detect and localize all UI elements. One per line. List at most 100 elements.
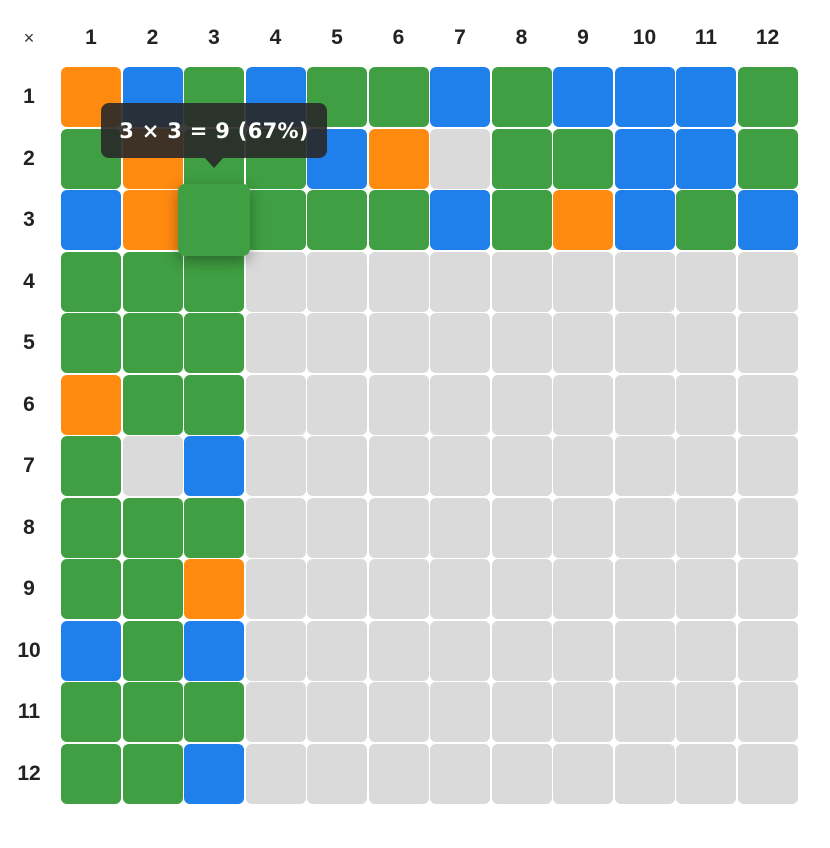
grid-cell[interactable] (430, 497, 490, 558)
grid-cell[interactable] (430, 682, 490, 742)
grid-cell[interactable] (614, 67, 675, 127)
grid-cell[interactable] (122, 682, 183, 742)
grid-cell[interactable] (430, 620, 490, 681)
grid-cell[interactable] (737, 128, 798, 189)
grid-cell[interactable] (368, 128, 429, 189)
grid-cell[interactable] (553, 497, 613, 558)
grid-cell[interactable] (491, 313, 552, 373)
grid-cell[interactable] (122, 313, 183, 373)
grid-cell[interactable] (245, 251, 306, 312)
grid-cell[interactable] (61, 620, 121, 681)
grid-cell[interactable] (368, 743, 429, 804)
grid-cell[interactable] (676, 497, 736, 558)
grid-cell[interactable] (307, 251, 367, 312)
grid-cell[interactable] (430, 313, 490, 373)
grid-cell[interactable] (307, 559, 367, 619)
grid-cell[interactable] (245, 436, 306, 496)
grid-cell[interactable] (614, 374, 675, 435)
grid-cell[interactable] (614, 682, 675, 742)
grid-cell[interactable] (430, 743, 490, 804)
grid-cell[interactable] (368, 436, 429, 496)
grid-cell[interactable] (737, 436, 798, 496)
grid-cell[interactable] (245, 497, 306, 558)
grid-cell[interactable] (614, 436, 675, 496)
grid-cell[interactable] (614, 313, 675, 373)
grid-cell[interactable] (737, 251, 798, 312)
grid-cell[interactable] (245, 559, 306, 619)
grid-cell[interactable] (737, 497, 798, 558)
grid-cell[interactable] (553, 436, 613, 496)
grid-cell[interactable] (307, 374, 367, 435)
grid-cell[interactable] (430, 67, 490, 127)
grid-cell[interactable] (553, 743, 613, 804)
grid-cell[interactable] (245, 620, 306, 681)
grid-cell[interactable] (61, 682, 121, 742)
grid-cell[interactable] (614, 559, 675, 619)
grid-cell[interactable] (553, 128, 613, 189)
grid-cell[interactable] (245, 313, 306, 373)
grid-cell[interactable] (430, 374, 490, 435)
grid-cell[interactable] (307, 743, 367, 804)
grid-cell[interactable] (184, 436, 244, 496)
grid-cell[interactable] (122, 620, 183, 681)
grid-cell[interactable] (491, 251, 552, 312)
grid-cell[interactable] (368, 251, 429, 312)
grid-cell[interactable] (61, 497, 121, 558)
grid-cell[interactable] (676, 559, 736, 619)
grid-cell[interactable] (368, 190, 429, 250)
grid-cell[interactable] (430, 251, 490, 312)
grid-cell[interactable] (368, 313, 429, 373)
grid-cell[interactable] (430, 190, 490, 250)
grid-cell[interactable] (737, 559, 798, 619)
grid-cell[interactable] (184, 620, 244, 681)
grid-cell[interactable] (184, 682, 244, 742)
grid-cell[interactable] (614, 743, 675, 804)
grid-cell[interactable] (676, 620, 736, 681)
grid-cell[interactable] (491, 67, 552, 127)
grid-cell[interactable] (184, 313, 244, 373)
grid-cell[interactable] (676, 251, 736, 312)
grid-cell[interactable] (61, 251, 121, 312)
grid-cell[interactable] (368, 682, 429, 742)
grid-cell[interactable] (737, 313, 798, 373)
grid-cell[interactable] (676, 128, 736, 189)
grid-cell[interactable] (430, 436, 490, 496)
grid-cell[interactable] (368, 497, 429, 558)
grid-cell[interactable] (614, 620, 675, 681)
grid-cell[interactable] (553, 313, 613, 373)
grid-cell[interactable] (676, 190, 736, 250)
grid-cell[interactable] (61, 436, 121, 496)
grid-cell[interactable] (430, 559, 490, 619)
grid-cell[interactable] (737, 190, 798, 250)
grid-cell[interactable] (491, 190, 552, 250)
grid-cell[interactable] (368, 559, 429, 619)
grid-cell[interactable] (368, 620, 429, 681)
grid-cell[interactable] (307, 313, 367, 373)
grid-cell[interactable] (245, 682, 306, 742)
grid-cell[interactable] (61, 374, 121, 435)
grid-cell[interactable] (737, 374, 798, 435)
grid-cell[interactable] (553, 620, 613, 681)
grid-cell[interactable] (307, 436, 367, 496)
grid-cell[interactable] (553, 374, 613, 435)
grid-cell[interactable] (61, 743, 121, 804)
grid-cell[interactable] (737, 67, 798, 127)
grid-cell[interactable] (184, 251, 244, 312)
grid-cell[interactable] (307, 682, 367, 742)
grid-cell[interactable] (61, 559, 121, 619)
grid-cell[interactable] (122, 251, 183, 312)
grid-cell[interactable] (307, 497, 367, 558)
grid-cell[interactable] (368, 374, 429, 435)
grid-cell[interactable] (491, 743, 552, 804)
grid-cell[interactable] (184, 497, 244, 558)
grid-cell[interactable] (122, 190, 183, 250)
grid-cell[interactable] (676, 436, 736, 496)
grid-cell[interactable] (676, 374, 736, 435)
grid-cell[interactable] (676, 67, 736, 127)
grid-cell[interactable] (614, 128, 675, 189)
grid-cell[interactable] (61, 313, 121, 373)
grid-cell[interactable] (491, 128, 552, 189)
grid-cell[interactable] (491, 497, 552, 558)
grid-cell[interactable] (122, 374, 183, 435)
grid-cell[interactable] (307, 190, 367, 250)
